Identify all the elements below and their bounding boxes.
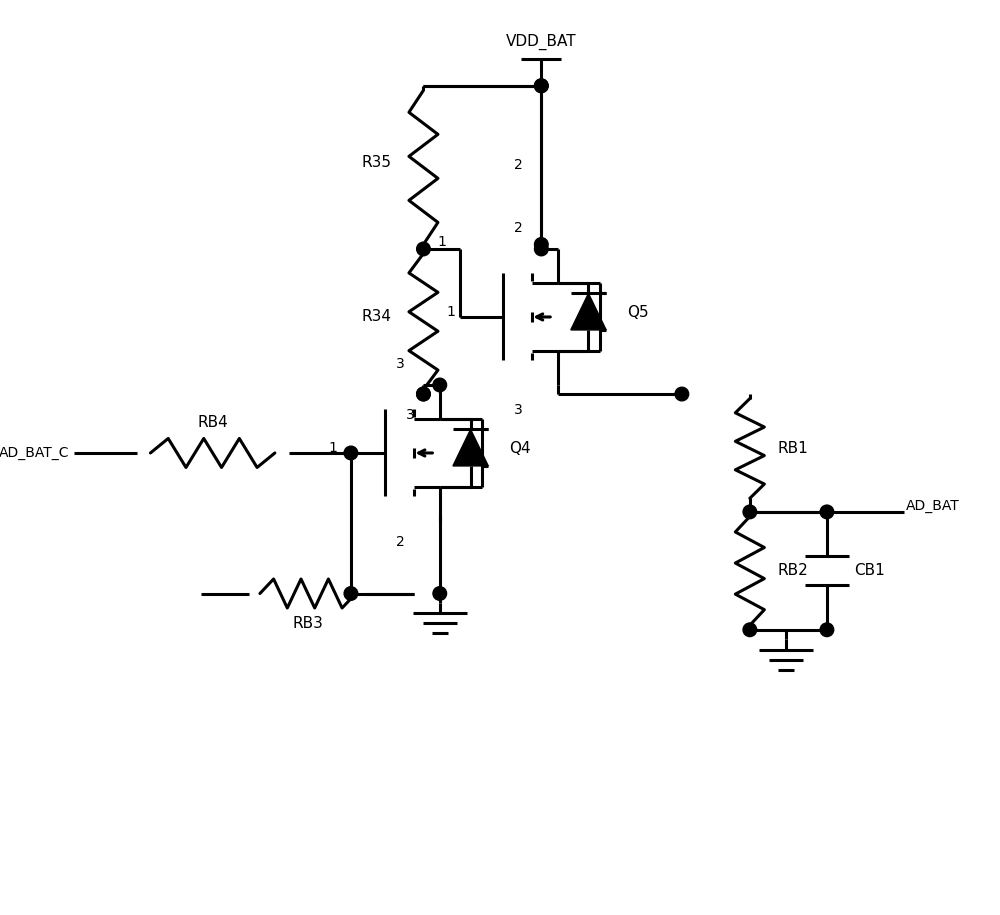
Circle shape (433, 587, 447, 600)
Circle shape (820, 505, 834, 519)
Circle shape (743, 623, 757, 637)
Circle shape (535, 79, 548, 92)
Text: R34: R34 (362, 309, 392, 325)
Text: 1: 1 (437, 235, 446, 249)
Text: AD_BAT: AD_BAT (906, 500, 960, 513)
Text: 2: 2 (514, 158, 523, 172)
Circle shape (417, 242, 430, 256)
Text: 2: 2 (396, 534, 405, 549)
Text: RB1: RB1 (777, 441, 808, 456)
Text: RB2: RB2 (777, 564, 808, 578)
Circle shape (417, 387, 430, 401)
Text: CB1: CB1 (854, 564, 885, 578)
Circle shape (675, 387, 689, 401)
Text: 3: 3 (405, 408, 414, 422)
Text: R35: R35 (362, 156, 392, 170)
Text: AD_BAT_C: AD_BAT_C (0, 446, 70, 460)
Text: 1: 1 (328, 441, 337, 456)
Circle shape (820, 623, 834, 637)
Circle shape (344, 447, 358, 459)
Circle shape (743, 505, 757, 519)
Circle shape (535, 79, 548, 92)
Circle shape (535, 238, 548, 252)
Circle shape (417, 387, 430, 401)
Text: RB3: RB3 (292, 616, 323, 631)
Text: 3: 3 (514, 404, 523, 417)
Text: RB4: RB4 (197, 415, 228, 430)
Text: 3: 3 (396, 358, 405, 371)
Text: 1: 1 (446, 306, 455, 319)
Circle shape (433, 378, 447, 392)
Polygon shape (571, 294, 606, 330)
Text: 2: 2 (514, 221, 523, 235)
Circle shape (344, 587, 358, 600)
Circle shape (535, 242, 548, 256)
Text: Q5: Q5 (627, 305, 649, 320)
Text: VDD_BAT: VDD_BAT (506, 33, 577, 49)
Text: Q4: Q4 (510, 441, 531, 456)
Polygon shape (453, 429, 488, 466)
